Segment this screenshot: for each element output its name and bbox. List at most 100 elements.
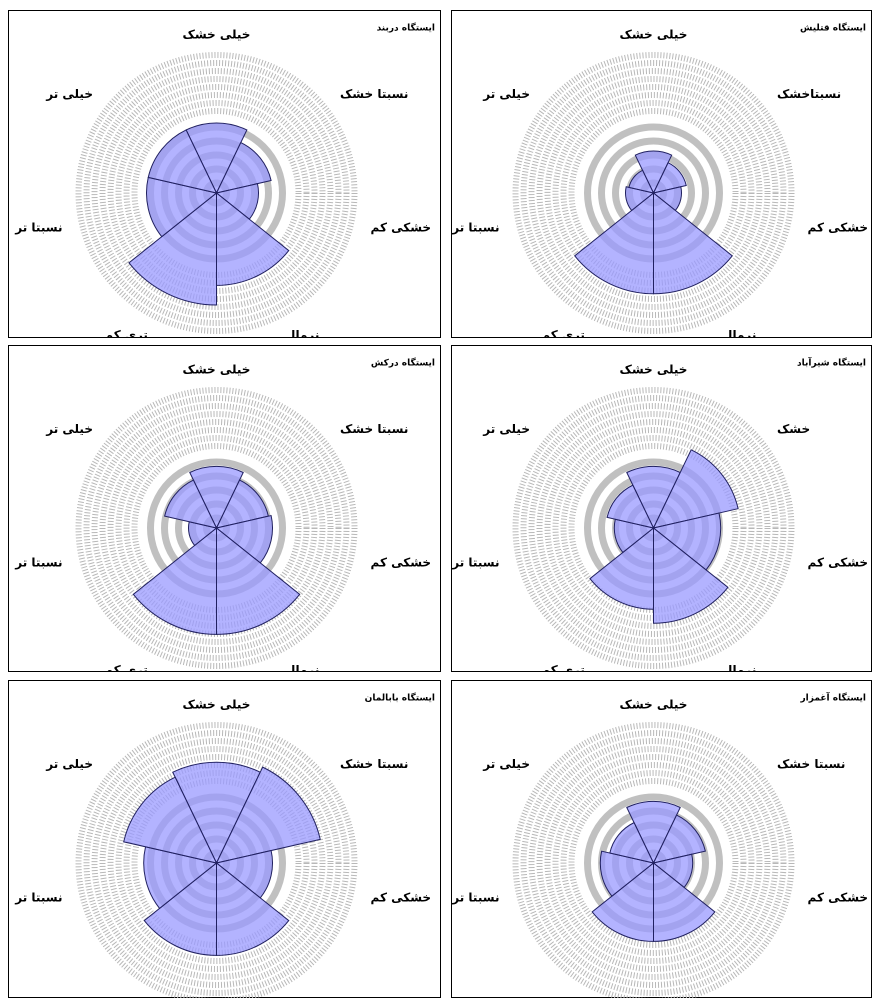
hatch-ring — [528, 68, 779, 318]
sector — [626, 465, 681, 530]
sector — [652, 449, 739, 529]
hatch-ring — [99, 76, 334, 310]
category-label: خیلی تر — [482, 757, 530, 771]
category-label: نسبتا خشک — [340, 757, 408, 771]
sector — [628, 169, 655, 194]
hatch-ring — [115, 762, 318, 964]
sector — [653, 861, 716, 942]
polar-chart: ایستگاه شیرآباد خیلی خشک خشک خشکی کم نرمال تر… — [451, 345, 872, 672]
category-label: نسبتا خشک — [340, 87, 408, 101]
sector — [216, 861, 290, 956]
category-label: خشکی کم — [371, 891, 432, 905]
sector — [215, 849, 273, 899]
hatch-ring — [83, 395, 350, 661]
sector — [146, 176, 218, 238]
hatch-ring — [568, 108, 739, 278]
hatch-ring — [520, 730, 787, 996]
category-label: تری کم — [541, 663, 585, 672]
sector — [172, 761, 261, 865]
category-label: خیلی تر — [482, 87, 530, 101]
sector — [128, 191, 217, 306]
polar-chart: ایستگاه درکش خیلی خشک نسبتا خشک خشکی کم نرما… — [8, 345, 441, 672]
hatch-ring — [83, 730, 350, 996]
category-label: خیلی خشک — [620, 363, 688, 377]
category-label: نسبتاخشک — [777, 87, 841, 101]
hatch-ring — [512, 387, 795, 669]
hatch-ring — [75, 387, 358, 669]
sector — [626, 800, 681, 865]
hatch-ring — [512, 722, 795, 998]
category-label: نسبتا تر — [14, 556, 62, 570]
sector — [609, 821, 655, 864]
sector — [215, 514, 273, 564]
hatch-ring — [99, 411, 334, 645]
category-label: خیلی تر — [45, 87, 93, 101]
chart-title: ایستگاه آغمزار — [800, 692, 867, 704]
hatch-ring — [528, 403, 779, 653]
sector — [216, 191, 290, 286]
hatch-ring — [552, 427, 755, 629]
category-label: نسبتا تر — [14, 891, 62, 905]
category-label: خشک — [777, 422, 810, 436]
sector — [625, 186, 655, 212]
hatch-ring — [544, 754, 763, 972]
category-label: نسبتا تر — [14, 221, 62, 235]
category-label: خشکی کم — [808, 556, 869, 570]
category-label: خشکی کم — [371, 556, 432, 570]
category-label: تری کم — [541, 328, 585, 338]
sector — [606, 484, 655, 529]
category-label: خشکی کم — [371, 221, 432, 235]
sector — [652, 814, 706, 864]
category-label: نسبتا تر — [451, 891, 499, 905]
chart-title: ایستگاه درکش — [371, 357, 435, 369]
category-label: نسبتا تر — [451, 221, 499, 235]
panel-border — [8, 10, 441, 338]
chart-title: ایستگاه بابالمان — [365, 692, 435, 704]
category-label: خیلی تر — [45, 757, 93, 771]
hatch-ring — [528, 738, 779, 988]
hatch-ring — [536, 411, 771, 645]
sector — [143, 861, 217, 956]
category-label: نرمال — [285, 663, 319, 672]
sector — [653, 526, 729, 624]
category-label: خیلی تر — [482, 422, 530, 436]
sector — [164, 479, 218, 529]
hatch-ring — [107, 419, 326, 637]
hatch-ring — [91, 68, 342, 318]
chart-title: ایستگاه شیرآباد — [797, 357, 866, 369]
category-label: نرمال — [285, 328, 319, 338]
hatch-ring — [568, 443, 739, 613]
hatch-ring — [83, 60, 350, 326]
sector — [132, 526, 217, 635]
hatch-ring — [552, 762, 755, 964]
sector — [652, 162, 687, 194]
sector — [599, 850, 655, 897]
hatch-ring — [544, 84, 763, 302]
category-label: خیلی تر — [45, 422, 93, 436]
category-label: تری کم — [104, 328, 148, 338]
chart-title: ایستگاه قتلیش — [800, 22, 866, 34]
hatch-ring — [131, 443, 302, 613]
category-label: نرمال — [722, 663, 756, 672]
sector — [573, 191, 654, 295]
hatch-ring — [520, 60, 787, 326]
hatch-ring — [91, 738, 342, 988]
sector — [143, 846, 218, 910]
category-label: تری کم — [104, 663, 148, 672]
sector — [589, 526, 654, 610]
hatch-ring — [99, 746, 334, 980]
polar-chart: ایستگاه دربند خیلی خشک نسبتا خشک خشکی کم نرم… — [8, 10, 441, 338]
category-label: خیلی خشک — [620, 28, 688, 42]
hatch-ring — [536, 746, 771, 980]
hatch-ring — [131, 108, 302, 278]
sector — [653, 191, 734, 295]
sector — [123, 776, 218, 864]
category-label: خشکی کم — [808, 221, 869, 235]
hatch-ring — [107, 84, 326, 302]
category-label: نرمال — [722, 328, 756, 338]
hatch-ring — [107, 754, 326, 972]
sector — [189, 465, 244, 530]
hatch-ring — [520, 395, 787, 661]
